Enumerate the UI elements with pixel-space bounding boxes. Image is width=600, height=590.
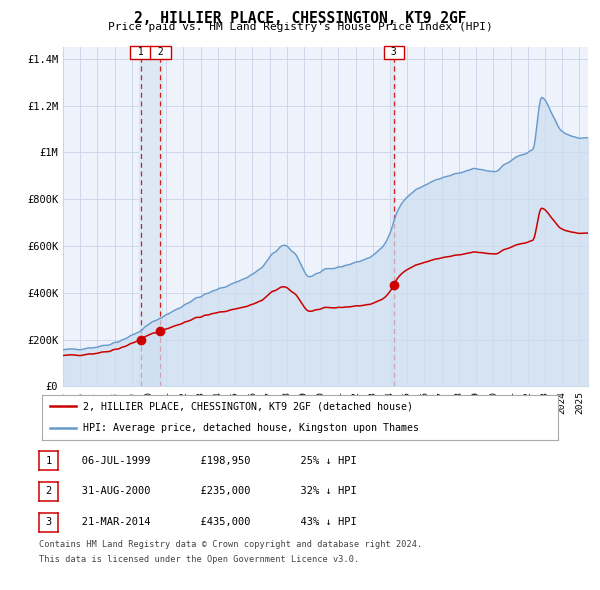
Text: HPI: Average price, detached house, Kingston upon Thames: HPI: Average price, detached house, King… — [83, 423, 419, 433]
Text: 3: 3 — [385, 47, 403, 57]
Text: 21-MAR-2014        £435,000        43% ↓ HPI: 21-MAR-2014 £435,000 43% ↓ HPI — [63, 517, 357, 527]
Text: 2, HILLIER PLACE, CHESSINGTON, KT9 2GF: 2, HILLIER PLACE, CHESSINGTON, KT9 2GF — [134, 11, 466, 25]
Bar — [139, 47, 162, 386]
Text: 2, HILLIER PLACE, CHESSINGTON, KT9 2GF (detached house): 2, HILLIER PLACE, CHESSINGTON, KT9 2GF (… — [83, 401, 413, 411]
Bar — [392, 47, 395, 386]
Text: 1: 1 — [46, 456, 52, 466]
Text: 2: 2 — [46, 487, 52, 496]
Text: This data is licensed under the Open Government Licence v3.0.: This data is licensed under the Open Gov… — [39, 555, 359, 564]
Text: Price paid vs. HM Land Registry's House Price Index (HPI): Price paid vs. HM Land Registry's House … — [107, 22, 493, 32]
Text: 06-JUL-1999        £198,950        25% ↓ HPI: 06-JUL-1999 £198,950 25% ↓ HPI — [63, 456, 357, 466]
Text: 1: 1 — [132, 47, 149, 57]
Text: 31-AUG-2000        £235,000        32% ↓ HPI: 31-AUG-2000 £235,000 32% ↓ HPI — [63, 487, 357, 496]
Text: 3: 3 — [46, 517, 52, 527]
Text: Contains HM Land Registry data © Crown copyright and database right 2024.: Contains HM Land Registry data © Crown c… — [39, 540, 422, 549]
Text: 2: 2 — [152, 47, 169, 57]
